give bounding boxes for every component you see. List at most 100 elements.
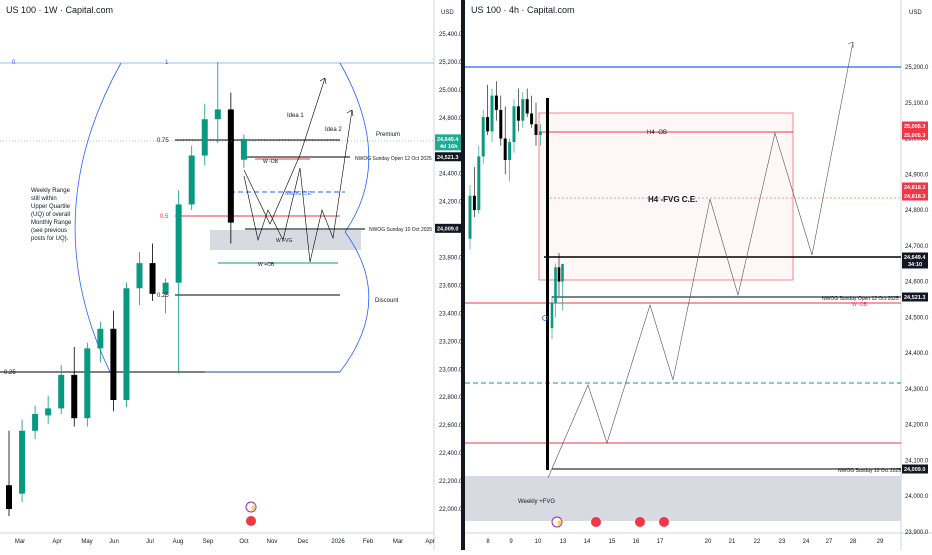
- y-tick-label: 25,100.0: [905, 101, 929, 107]
- x-tick-label: 24: [803, 539, 810, 545]
- y-tick-label: 24,100.0: [905, 458, 929, 464]
- x-tick-label: 17: [657, 539, 664, 545]
- y-tick-label: 23,800.0: [439, 256, 463, 262]
- candle-body: [508, 142, 512, 160]
- price-tag: [902, 121, 928, 131]
- y-tick-label: 24,600.0: [905, 280, 929, 286]
- w-ob-label: W -OB: [263, 159, 279, 165]
- y-tick-label: 23,600.0: [439, 283, 463, 289]
- candle-body: [534, 124, 538, 135]
- weekly-fvg-label: Weekly +FVG: [518, 499, 555, 505]
- candle-body: [19, 430, 26, 494]
- right-chart-title: US 100 · 4h · Capital.com: [471, 5, 575, 15]
- price-tag: [902, 292, 928, 302]
- us-flag-event-icon-2[interactable]: [635, 517, 645, 527]
- idea2-label: Idea 2: [325, 127, 342, 133]
- y-tick-label: 25,400.0: [439, 32, 463, 38]
- price-tag-text: 24,818.3: [904, 185, 925, 191]
- candle-body: [97, 328, 104, 349]
- left-price-axis[interactable]: 25,400.025,200.025,000.024,800.024,600.0…: [439, 32, 463, 513]
- candle-body: [512, 106, 516, 143]
- h4-ob-label: H4 -OB: [647, 130, 667, 136]
- candle-body: [175, 204, 182, 283]
- candle-body: [71, 374, 78, 419]
- y-tick-label: 24,200.0: [905, 423, 929, 429]
- candle-body: [110, 328, 117, 401]
- y-tick-label: 24,200.0: [439, 200, 463, 206]
- x-tick-label: 21: [729, 539, 736, 545]
- price-tag-text: 24,521.3: [904, 295, 925, 301]
- us-flag-event-icon-1[interactable]: [591, 517, 601, 527]
- nwog-sunday-label-4h: NWOG Sunday 10 Oct 2025: [838, 468, 901, 474]
- nwog-ce-label: NWOG C.E.: [285, 191, 312, 197]
- x-tick-label: Nov: [267, 539, 278, 545]
- y-tick-label: 23,400.0: [439, 311, 463, 317]
- candle-body: [32, 414, 39, 431]
- candle-body: [550, 303, 554, 329]
- w-fvg-label: W FVG: [276, 238, 292, 244]
- candle-body: [468, 195, 472, 239]
- price-tag-text: 24,521.3: [437, 155, 458, 161]
- right-price-axis[interactable]: 25,200.0 25,100.0 25,000.0 24,900.0 24,800.0…: [905, 65, 929, 536]
- candle-body: [136, 263, 143, 289]
- lightning-glyph-icon-4h: ⚡: [555, 518, 564, 527]
- price-tag-text: 24,009.0: [904, 467, 925, 473]
- price-tag: [435, 152, 461, 162]
- left-pane: US 100 · 1W · Capital.com USD Idea 1 Ide…: [0, 0, 463, 550]
- price-tag: [902, 191, 928, 201]
- y-tick-label: 22,800.0: [439, 395, 463, 401]
- candle-body: [481, 117, 485, 157]
- alert-marker-icon[interactable]: [542, 315, 548, 321]
- candle-body: [530, 113, 534, 125]
- idea1-path: [243, 77, 326, 225]
- x-tick-label: Aug: [173, 539, 184, 545]
- x-tick-label: Mar: [393, 539, 403, 545]
- nwog-open-label: NWOG Sunday Open 12 Oct 2025: [355, 156, 432, 162]
- y-tick-label: 24,900.0: [905, 172, 929, 178]
- lightning-event-icon-4h[interactable]: [551, 516, 563, 528]
- left-fib-label-0: 0: [12, 60, 16, 66]
- y-tick-label: 24,800.0: [905, 208, 929, 214]
- w-ob-label-4h: W -OB: [852, 302, 868, 308]
- y-tick-label: 24,000.0: [905, 494, 929, 500]
- right-time-axis[interactable]: 8 9 10 13 14 15 16 17 20 21 22 23 24 27 28 29: [486, 539, 884, 545]
- x-tick-label: 27: [826, 539, 833, 545]
- y-tick-label: 22,000.0: [439, 507, 463, 513]
- us-flag-event-icon[interactable]: [246, 516, 256, 526]
- fib-label-075: 0.75: [157, 138, 169, 144]
- x-tick-label: Jul: [146, 539, 154, 545]
- x-tick-label: May: [81, 539, 92, 545]
- candle-body: [477, 156, 481, 211]
- candle-body: [188, 155, 195, 205]
- candle-body: [494, 95, 498, 110]
- idea2-path: [243, 109, 353, 263]
- price-tag: [435, 223, 461, 233]
- candle-body: [201, 119, 208, 156]
- right-price-tags: 25,005.3 25,005.3 24,818.3 24,818.3 24,649.4…: [902, 121, 928, 474]
- fib-label-1: 1: [165, 60, 169, 66]
- left-price-tags: 24,649.44d 16h 24,521.3 24,009.0: [435, 134, 461, 233]
- weekly-fvg-zone: [465, 476, 901, 521]
- y-tick-label: 22,600.0: [439, 423, 463, 429]
- us-flag-event-icon-3[interactable]: [659, 517, 669, 527]
- y-tick-label: 24,800.0: [439, 116, 463, 122]
- candle-body: [557, 267, 561, 282]
- x-tick-label: Feb: [363, 539, 374, 545]
- lightning-event-icon[interactable]: [245, 501, 257, 513]
- candle-body: [538, 131, 542, 135]
- candle-body: [6, 485, 12, 509]
- x-tick-label: 23: [779, 539, 786, 545]
- x-tick-label: Oct: [239, 539, 249, 545]
- y-tick-label: 25,200.0: [439, 60, 463, 66]
- candle-body: [490, 95, 494, 132]
- candle-body: [227, 109, 234, 223]
- x-tick-label: Apr: [52, 539, 61, 545]
- candle-body: [525, 99, 529, 114]
- pane-divider[interactable]: [461, 0, 465, 550]
- x-tick-label: 9: [509, 539, 513, 545]
- idea2-arrowhead: [346, 109, 354, 117]
- y-tick-label: 24,500.0: [905, 315, 929, 321]
- premium-label: Premium: [376, 132, 400, 138]
- candle-body: [149, 263, 156, 294]
- left-time-axis[interactable]: Mar Apr May Jun Jul Aug Sep Oct Nov Dec 2026 Feb Mar…: [15, 539, 435, 545]
